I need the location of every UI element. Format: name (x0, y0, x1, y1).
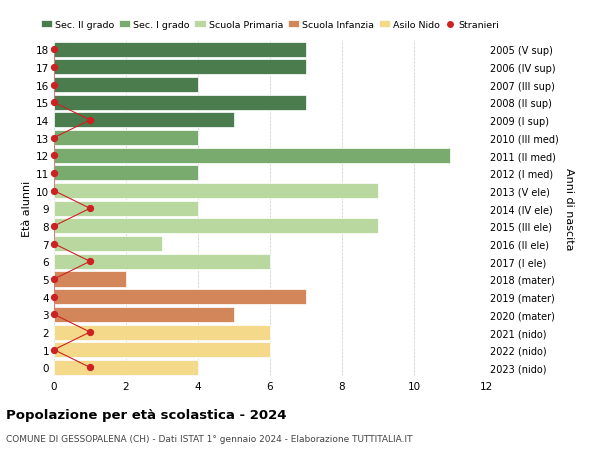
Text: COMUNE DI GESSOPALENA (CH) - Dati ISTAT 1° gennaio 2024 - Elaborazione TUTTITALI: COMUNE DI GESSOPALENA (CH) - Dati ISTAT … (6, 434, 413, 443)
Bar (54, 360, 198, 375)
Point (49, 134, 59, 142)
Point (49, 293, 59, 301)
Bar (54, 272, 126, 287)
Bar (54, 113, 234, 128)
Point (85, 329, 95, 336)
Bar (54, 78, 198, 93)
Text: Popolazione per età scolastica - 2024: Popolazione per età scolastica - 2024 (6, 409, 287, 421)
Y-axis label: Età alunni: Età alunni (22, 181, 32, 237)
Point (85, 258, 95, 265)
Legend: Sec. II grado, Sec. I grado, Scuola Primaria, Scuola Infanzia, Asilo Nido, Stran: Sec. II grado, Sec. I grado, Scuola Prim… (41, 21, 499, 30)
Bar (54, 202, 198, 216)
Bar (54, 307, 234, 322)
Point (49, 99, 59, 106)
Point (49, 346, 59, 353)
Bar (54, 131, 198, 146)
Point (49, 188, 59, 195)
Bar (54, 219, 378, 234)
Bar (54, 342, 270, 358)
Bar (54, 95, 306, 111)
Point (49, 241, 59, 248)
Point (49, 170, 59, 177)
Point (49, 276, 59, 283)
Bar (54, 290, 306, 304)
Point (49, 46, 59, 54)
Point (49, 223, 59, 230)
Point (85, 205, 95, 213)
Bar (54, 254, 270, 269)
Point (49, 311, 59, 319)
Point (85, 364, 95, 371)
Bar (54, 166, 198, 181)
Bar (54, 43, 306, 58)
Bar (54, 325, 270, 340)
Point (85, 117, 95, 124)
Point (49, 82, 59, 89)
Bar (54, 184, 378, 199)
Point (49, 152, 59, 160)
Y-axis label: Anni di nascita: Anni di nascita (565, 168, 574, 250)
Bar (54, 148, 450, 163)
Bar (54, 60, 306, 75)
Bar (54, 237, 162, 252)
Point (49, 64, 59, 72)
